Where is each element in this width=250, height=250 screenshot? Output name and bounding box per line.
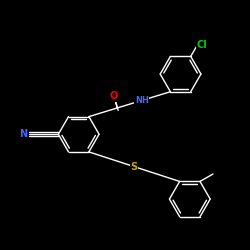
Text: O: O [110, 92, 118, 102]
Text: S: S [131, 162, 138, 172]
Text: N: N [19, 129, 27, 139]
Text: Cl: Cl [196, 40, 207, 50]
Text: NH: NH [135, 96, 149, 105]
